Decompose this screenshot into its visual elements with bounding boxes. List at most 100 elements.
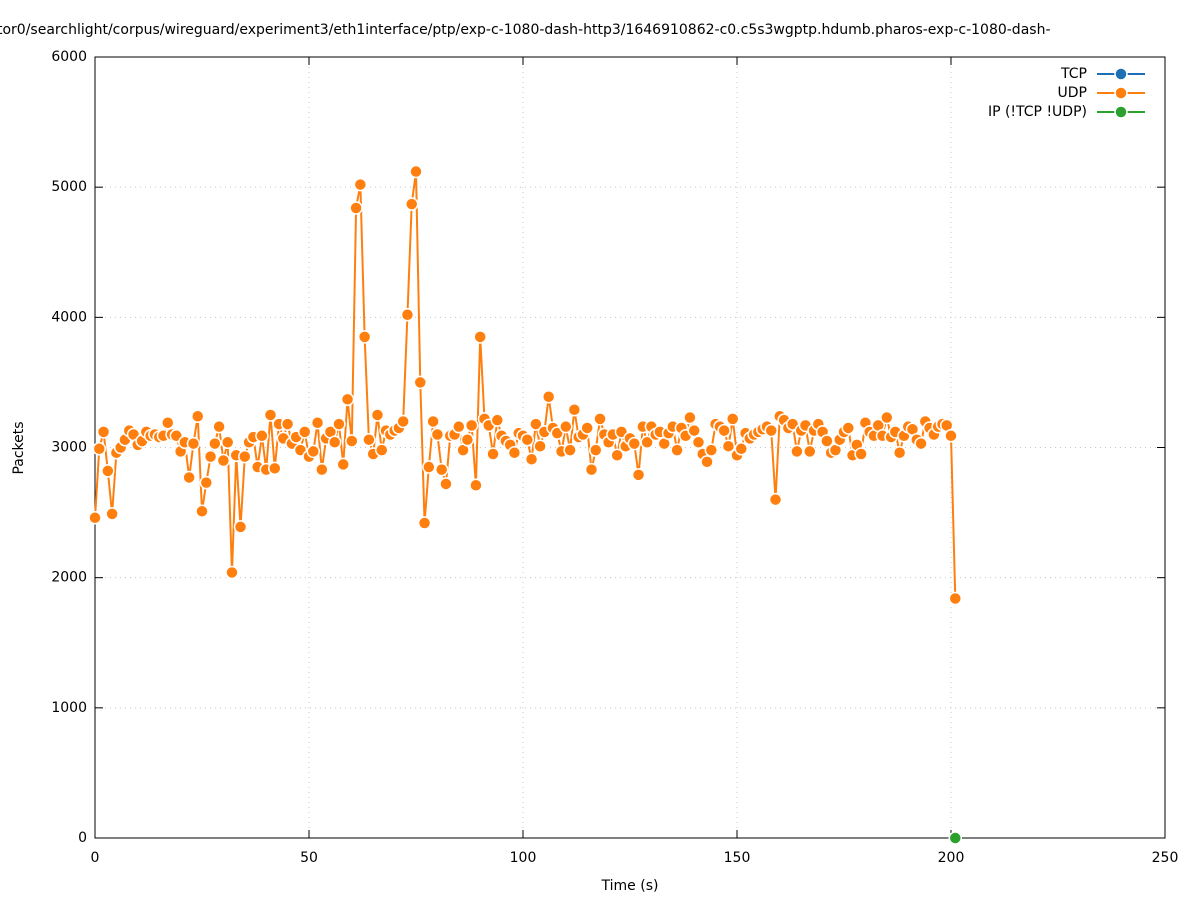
- data-point: [541, 389, 556, 404]
- data-point: [422, 460, 436, 474]
- y-tick-label: 5000: [51, 179, 87, 195]
- legend-item: UDP: [1058, 85, 1145, 101]
- data-point: [182, 470, 196, 485]
- data-point: [362, 432, 376, 447]
- data-point: [683, 410, 697, 425]
- data-point: [409, 164, 423, 179]
- data-point: [567, 403, 582, 417]
- data-point: [610, 448, 624, 463]
- y-tick-label: 3000: [51, 440, 87, 456]
- data-point: [340, 392, 355, 407]
- data-point: [297, 425, 312, 439]
- y-axis-label: Packets: [11, 421, 27, 474]
- legend-label: IP (!TCP !UDP): [988, 104, 1087, 120]
- data-point: [948, 831, 963, 845]
- data-point: [944, 429, 958, 443]
- data-point: [396, 414, 410, 429]
- data-point: [914, 436, 928, 451]
- data-point: [640, 435, 654, 450]
- data-point: [92, 442, 107, 456]
- data-point: [790, 444, 804, 459]
- data-point: [280, 417, 295, 431]
- data-point: [199, 475, 214, 490]
- x-tick-label: 250: [1152, 850, 1179, 866]
- data-point: [220, 435, 235, 450]
- data-point: [315, 462, 329, 477]
- data-point: [469, 478, 483, 492]
- data-point: [105, 507, 119, 521]
- data-point: [216, 453, 231, 468]
- data-point: [563, 443, 577, 457]
- data-point: [464, 418, 479, 433]
- data-point: [880, 410, 894, 425]
- y-tick-label: 6000: [51, 49, 87, 65]
- data-point: [195, 504, 209, 519]
- data-point: [725, 412, 740, 426]
- data-point: [375, 443, 389, 457]
- data-point: [717, 423, 731, 438]
- data-point: [803, 444, 817, 459]
- data-point: [208, 436, 222, 451]
- data-point: [507, 445, 522, 460]
- x-tick-label: 0: [91, 850, 100, 866]
- data-point: [627, 436, 642, 451]
- data-point: [631, 468, 646, 482]
- data-point: [370, 408, 385, 422]
- data-point: [533, 439, 547, 453]
- data-point: [400, 307, 415, 322]
- data-point: [353, 177, 368, 192]
- data-point: [892, 445, 907, 460]
- legend-item: IP (!TCP !UDP): [988, 104, 1145, 120]
- data-point: [584, 462, 599, 477]
- data-point: [255, 429, 269, 443]
- y-tick-label: 1000: [51, 700, 87, 716]
- x-axis-label: Time (s): [601, 878, 659, 894]
- data-point: [593, 412, 607, 426]
- data-point: [452, 419, 466, 434]
- data-point: [306, 444, 321, 459]
- legend-swatch-point: [1114, 67, 1128, 81]
- data-point: [841, 421, 856, 435]
- data-point: [238, 449, 252, 464]
- data-point: [417, 516, 432, 530]
- data-point: [460, 432, 475, 447]
- x-tick-label: 100: [510, 850, 537, 866]
- legend-swatch-point: [1114, 86, 1128, 100]
- data-point: [764, 423, 778, 438]
- y-tick-label: 4000: [51, 309, 87, 325]
- data-point: [268, 461, 282, 476]
- data-point: [233, 520, 248, 534]
- data-point: [820, 434, 834, 448]
- data-point: [691, 435, 706, 450]
- data-point: [434, 462, 449, 477]
- series-line: [94, 171, 957, 599]
- data-point: [263, 408, 278, 422]
- data-point: [225, 565, 239, 580]
- x-tick-label: 200: [938, 850, 965, 866]
- data-point: [524, 452, 539, 466]
- data-point: [529, 417, 543, 431]
- legend-label: UDP: [1058, 85, 1087, 101]
- data-point: [589, 443, 603, 457]
- data-point: [413, 375, 428, 390]
- legend-swatch-point: [1114, 105, 1128, 119]
- data-point: [559, 419, 573, 434]
- data-point: [486, 447, 500, 461]
- x-tick-label: 50: [300, 850, 318, 866]
- data-point: [948, 591, 963, 606]
- data-point: [430, 427, 445, 442]
- data-point: [687, 423, 701, 438]
- data-point: [700, 455, 714, 469]
- y-tick-label: 2000: [51, 570, 87, 586]
- data-point: [336, 457, 350, 472]
- data-point: [101, 464, 115, 478]
- data-point: [349, 201, 363, 215]
- data-point: [580, 421, 594, 435]
- data-point: [190, 409, 205, 424]
- data-point: [768, 492, 783, 507]
- data-point: [332, 417, 346, 431]
- data-point: [96, 425, 111, 439]
- chart-title: tor0/searchlight/corpus/wireguard/experi…: [0, 22, 1051, 38]
- data-point: [88, 511, 102, 525]
